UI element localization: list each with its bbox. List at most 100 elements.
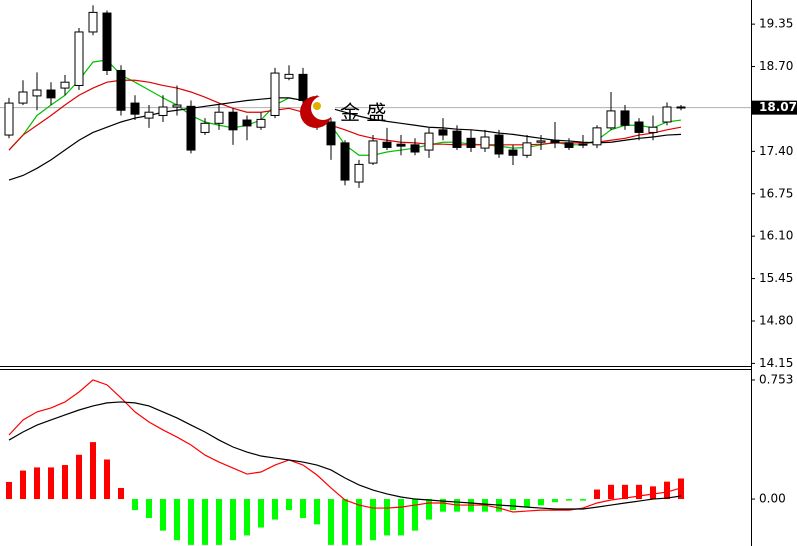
candle-body — [368, 140, 378, 164]
candle-body — [592, 127, 602, 146]
candle-body — [550, 139, 560, 144]
candle-body — [634, 121, 644, 133]
histogram-bar — [356, 499, 362, 545]
candle-body — [144, 111, 154, 119]
watermark-text: 金 盛 — [340, 101, 386, 125]
histogram-bar — [566, 499, 572, 501]
y-tick-label: 14.80 — [759, 313, 793, 327]
candle-body — [116, 69, 126, 111]
candle-body — [480, 136, 490, 149]
candle-body — [228, 111, 238, 131]
histogram-bar — [104, 459, 110, 500]
candle-body — [648, 126, 658, 133]
histogram-bar — [174, 499, 180, 541]
histogram-bar — [636, 484, 642, 500]
y-tick-label: 18.70 — [759, 59, 793, 73]
candle-body — [662, 106, 672, 123]
candle-body — [46, 89, 56, 99]
histogram-bar — [6, 481, 12, 500]
histogram-bar — [398, 499, 404, 536]
candle-body — [536, 140, 546, 143]
candle-body — [298, 73, 308, 101]
y-tick-label: 14.15 — [759, 356, 793, 370]
y-tick-label: 16.75 — [759, 186, 793, 200]
histogram-bar — [426, 499, 432, 520]
histogram-bar — [314, 499, 320, 525]
candle-body — [564, 142, 574, 148]
histogram-bar — [580, 499, 586, 501]
histogram-bar — [300, 499, 306, 519]
histogram-bar — [216, 499, 222, 545]
histogram-bar — [440, 499, 446, 512]
last-price-label: 18.07 — [759, 100, 797, 114]
candle-body — [270, 72, 280, 116]
candle-body — [88, 11, 98, 33]
candle-body — [438, 129, 448, 136]
candle-body — [354, 163, 364, 183]
histogram-bar — [538, 499, 544, 506]
histogram-bar — [230, 499, 236, 541]
histogram-bar — [90, 442, 96, 500]
histogram-bar — [608, 484, 614, 500]
histogram-bar — [34, 467, 40, 500]
logo-dot — [313, 102, 321, 110]
candle-body — [186, 105, 196, 151]
candle-body — [620, 110, 630, 126]
candle-body — [256, 118, 266, 128]
histogram-bar — [258, 499, 264, 528]
candle-body — [18, 91, 28, 104]
histogram-bar — [146, 499, 152, 519]
histogram-bar — [328, 499, 334, 545]
candle-body — [340, 142, 350, 181]
candle-body — [32, 89, 42, 97]
histogram-bar — [650, 486, 656, 500]
candle-body — [60, 81, 70, 89]
y-tick-label: 16.10 — [759, 229, 793, 243]
histogram-bar — [384, 499, 390, 536]
candle-body — [214, 111, 224, 124]
histogram-bar — [510, 499, 516, 511]
indicator-line — [8, 401, 682, 510]
candle-body — [676, 106, 686, 109]
histogram-bar — [342, 499, 348, 545]
candle-body — [74, 31, 84, 86]
histogram-bar — [286, 499, 292, 511]
y-tick-label: 17.40 — [759, 144, 793, 158]
histogram-bar — [76, 454, 82, 500]
histogram-bar — [552, 499, 558, 503]
candle-body — [102, 12, 112, 71]
candle-body — [382, 141, 392, 148]
histogram-bar — [118, 487, 124, 500]
histogram-bar — [594, 489, 600, 500]
y-tick-label: 15.45 — [759, 271, 793, 285]
histogram-bar — [664, 481, 670, 500]
candle-body — [158, 106, 168, 116]
histogram-bar — [20, 470, 26, 500]
y-tick-label: 0.753 — [759, 372, 793, 386]
candle-body — [508, 149, 518, 156]
y-tick-label: 0.00 — [759, 492, 786, 506]
candle-body — [424, 132, 434, 151]
candle-body — [326, 121, 336, 146]
histogram-bar — [132, 499, 138, 511]
histogram-bar — [244, 499, 250, 536]
histogram-bar — [412, 499, 418, 531]
candle-body — [494, 134, 504, 155]
last-price-tag — [752, 100, 797, 115]
candle-body — [606, 110, 616, 129]
candle-body — [130, 102, 140, 115]
histogram-bar — [188, 499, 194, 545]
histogram-bar — [202, 499, 208, 545]
candle-body — [522, 142, 532, 156]
watermark-logo — [300, 96, 335, 128]
histogram-bar — [678, 478, 684, 500]
candle-body — [4, 102, 14, 136]
candle-body — [242, 119, 252, 127]
candle-body — [200, 122, 210, 133]
candle-body — [410, 144, 420, 153]
candle-body — [578, 143, 588, 146]
histogram-bar — [370, 499, 376, 541]
